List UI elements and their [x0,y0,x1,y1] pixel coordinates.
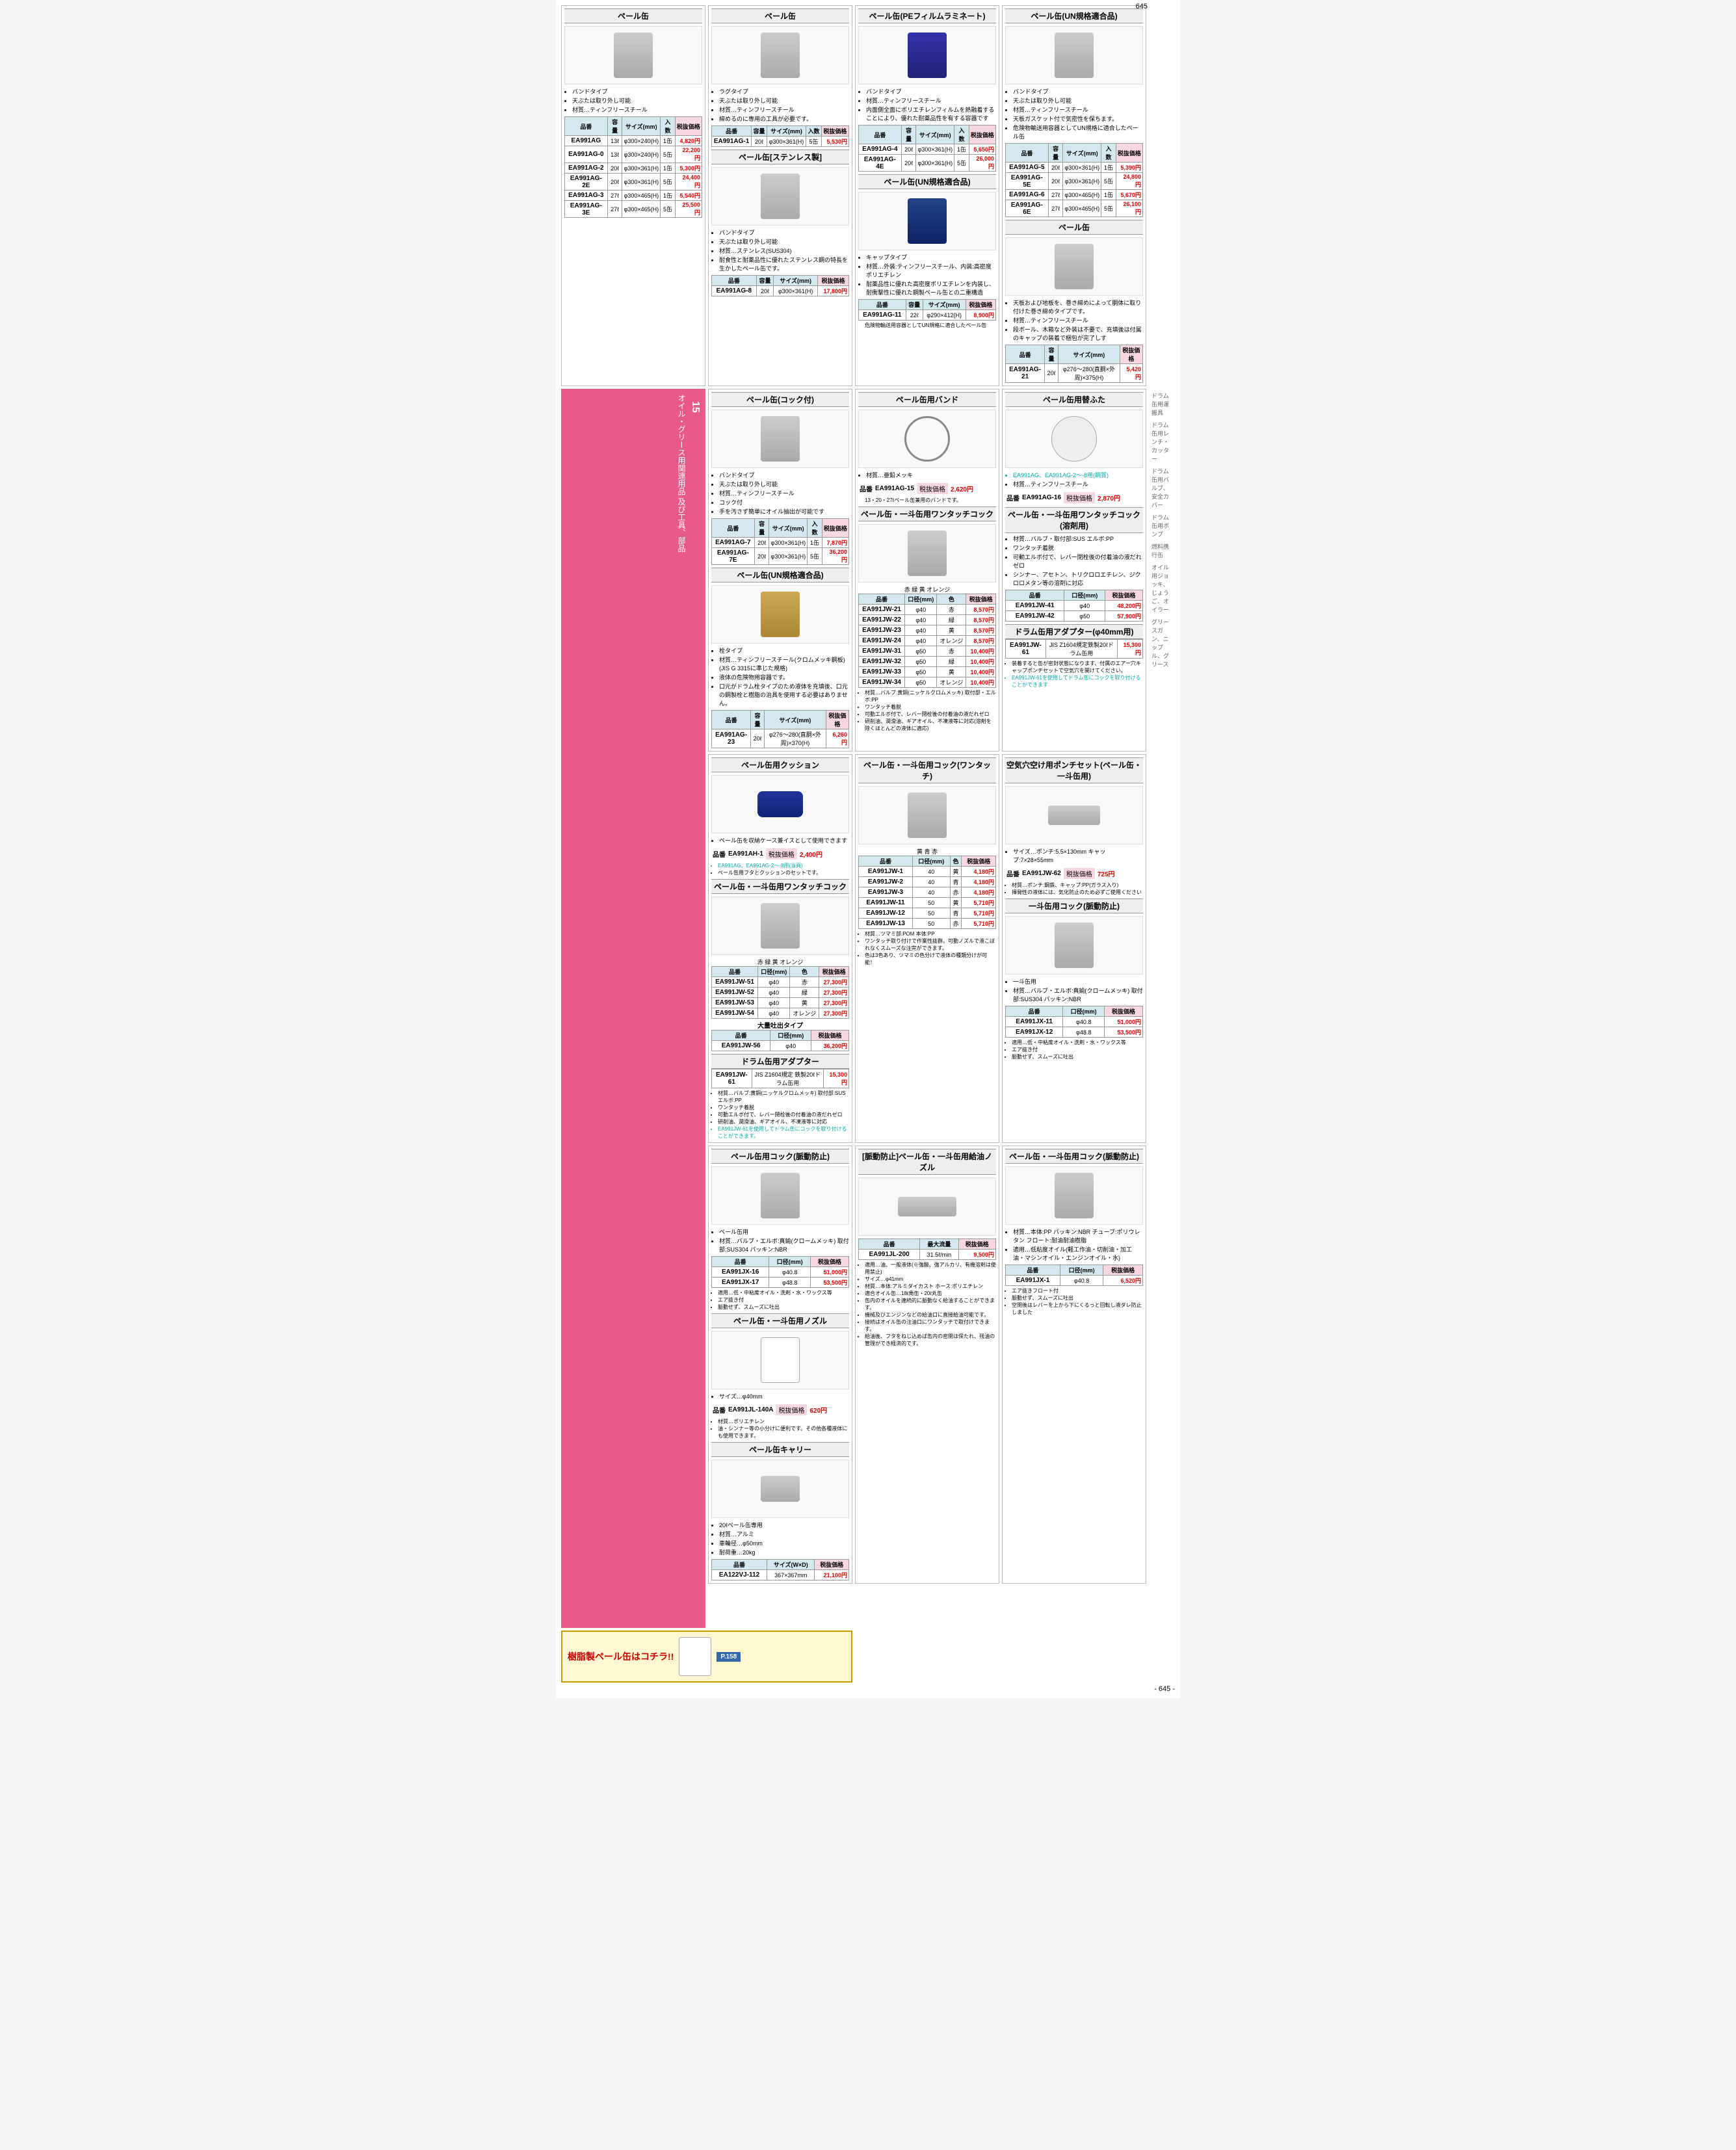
sidebar-category-links: ドラム缶用運搬具ドラム缶用レンチ・カッタードラム缶用バルブ、安全カバードラム缶用… [1149,389,1175,1599]
page-number-top: 645 [1136,3,1148,10]
section-pail-pe: ペール缶(PEフィルムラミネート) バンドタイプ材質…ティンフリースチール内面側… [855,5,999,386]
section-nozzle: [脈動防止]ペール缶・一斗缶用給油ノズル 品番最大流量税抜価格 EA991JL-… [855,1146,999,1584]
page-ref: P.158 [717,1652,741,1662]
section-punch: 空気穴空け用ポンチセット(ペール缶・一斗缶用) サイズ…ポンチ:5.5×130m… [1002,754,1146,1143]
chapter-number: 15 [687,394,703,420]
section-pail-cock: ペール缶(コック付) バンドタイプ天ぶたは取り外し可能材質…ティンフリースチール… [708,389,852,752]
title: ペール缶 [564,8,702,23]
product-image [564,26,702,85]
chapter-sidebar: 15 オイル・グリース用関連用品 及び工具、部品 [561,389,705,1628]
section-pail-1: ペール缶 バンドタイプ天ぶたは取り外し可能材質…ティンフリースチール 品番容量サ… [561,5,705,386]
section-pail-cock-pulse: ペール缶用コック(脈動防止) ペール缶用材質…バルブ・エルボ:真鍮(クロームメッ… [708,1146,852,1584]
banner-text: 樹脂製ペール缶はコチラ!! [568,1650,674,1663]
section-cushion: ペール缶用クッション ペール缶を収納ケース兼イスとして使用できます 品番 EA9… [708,754,852,1143]
page-number-bottom: - 645 - [561,1683,1175,1693]
cross-ref-banner: 樹脂製ペール缶はコチラ!! P.158 [561,1631,852,1683]
section-pail-un: ペール缶(UN規格適合品) バンドタイプ天ぶたは取り外し可能材質…ティンフリース… [1002,5,1146,386]
section-band: ペール缶用バンド 材質…亜鉛メッキ 品番 EA991AG-15 税抜価格 2,6… [855,389,999,752]
section-lid: ペール缶用替ふた EA991AG、EA991AG-2～-8用(鋼質)材質…ティン… [1002,389,1146,752]
section-cock-onetouch: ペール缶・一斗缶用コック(ワンタッチ) 黄 青 赤 品番口径(mm)色税抜価格 … [855,754,999,1143]
section-jx1: ペール缶・一斗缶用コック(脈動防止) 材質…本体:PP パッキン:NBR チュー… [1002,1146,1146,1584]
section-pail-2: ペール缶 ラグタイプ天ぶたは取り外し可能材質…ティンフリースチール締めるのに専用… [708,5,852,386]
